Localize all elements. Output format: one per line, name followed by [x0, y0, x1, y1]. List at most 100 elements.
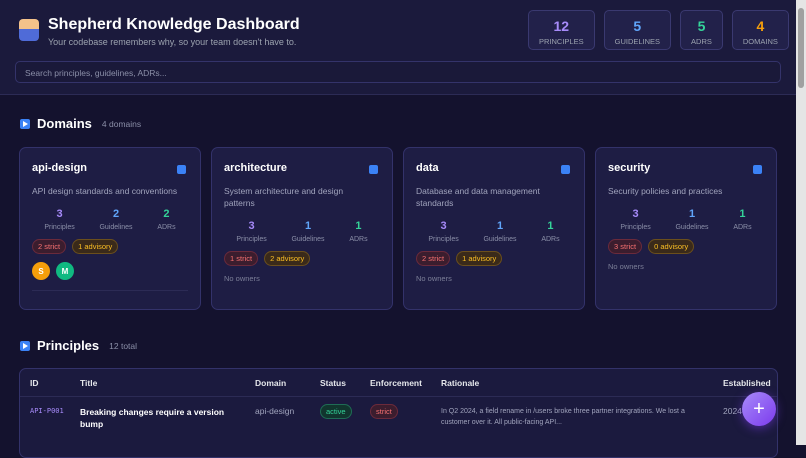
domain-stat-value: 1: [496, 220, 504, 232]
domain-description: API design standards and conventions: [32, 186, 178, 196]
stats: 12 PRINCIPLES 5 GUIDELINES 5 ADRS 4 DOMAINS: [528, 10, 789, 50]
column-header: Domain: [245, 369, 310, 397]
cell: API-P001: [30, 407, 64, 415]
stat-label: GUIDELINES: [614, 37, 661, 46]
badge: strict: [370, 404, 398, 419]
stat-label: DOMAINS: [742, 37, 778, 46]
badge: 3 strict: [608, 239, 643, 254]
search-input[interactable]: Search principles, guidelines, ADRs...: [15, 61, 781, 83]
domain-stat-label: ADRs: [157, 224, 176, 231]
domain-stat-label: ADRs: [349, 236, 368, 243]
domain-stat-label: Guidelines: [675, 224, 709, 231]
stat-label: PRINCIPLES: [539, 37, 584, 46]
domain-icon: [561, 165, 570, 174]
no-owners: No owners: [416, 274, 452, 283]
domain-icon: [177, 165, 186, 174]
domain-stat-value: 2: [112, 208, 120, 220]
domain-stats: 3 Principles 2 Guidelines 2 ADRs: [32, 208, 188, 231]
domain-stat: 3 Principles: [620, 208, 650, 231]
cell: In Q2 2024, a field rename in /users bro…: [441, 408, 685, 426]
domain-stat-value: 3: [632, 208, 639, 220]
domain-stats: 3 Principles 1 Guidelines 1 ADRs: [416, 220, 572, 243]
section-count: 12 total: [109, 340, 138, 351]
owner-avatar: S: [32, 262, 50, 280]
scrollbar[interactable]: [796, 0, 806, 445]
stat: 4 DOMAINS: [731, 10, 789, 50]
domain-card[interactable]: security Security policies and practices 3…: [595, 147, 777, 310]
domain-description: Database and data management standards: [416, 186, 540, 208]
no-owners: No owners: [608, 262, 644, 271]
stat: 5 GUIDELINES: [603, 10, 672, 50]
badges: 2 strict 1 advisory: [416, 251, 572, 266]
table-row[interactable]: API-P001 Breaking changes require a versi…: [20, 397, 777, 431]
domain-stat-value: 1: [547, 220, 554, 232]
badges: 1 strict 2 advisory: [224, 251, 380, 266]
column-header: ID: [20, 369, 70, 397]
domain-stat: 3 Principles: [44, 208, 74, 231]
domain-stat-label: ADRs: [541, 236, 560, 243]
domain-stat: 3 Principles: [236, 220, 266, 243]
domain-stat-label: Principles: [620, 224, 651, 231]
domain-description: Security policies and practices: [608, 186, 723, 196]
principles-table: ID Title Domain Status Enforcement Rationale E…: [19, 368, 778, 458]
stat-value: 4: [756, 18, 765, 34]
domain-stat-label: Principles: [236, 236, 267, 243]
domain-stat-label: Principles: [44, 224, 75, 231]
domain-card[interactable]: data Database and data management standar…: [403, 147, 585, 310]
section-icon: [20, 340, 30, 351]
stat-value: 12: [553, 18, 570, 34]
domain-stat-label: Guidelines: [291, 236, 325, 243]
badge: 1 advisory: [456, 251, 503, 266]
badge: 2 advisory: [264, 251, 311, 266]
domain-name: architecture: [224, 162, 287, 174]
domain-card[interactable]: api-design API design standards and conve…: [19, 147, 201, 310]
domain-name: api-design: [32, 162, 88, 174]
section-icon: [20, 118, 30, 129]
domain-stat-label: Guidelines: [483, 236, 517, 243]
domain-stat-label: ADRs: [733, 224, 752, 231]
scroll-thumb[interactable]: [798, 8, 804, 88]
domain-stat-value: 1: [304, 220, 312, 232]
domain-description: System architecture and design patterns: [224, 186, 344, 208]
section-count: 4 domains: [101, 118, 142, 129]
badge: 2 strict: [416, 251, 451, 266]
cell: api-design: [255, 406, 295, 416]
badge: 2 strict: [32, 239, 67, 254]
no-owners: No owners: [224, 274, 260, 283]
stat-label: ADRS: [691, 37, 712, 46]
badge: active: [320, 404, 352, 419]
stat: 5 ADRS: [680, 10, 723, 50]
domain-stat-label: Guidelines: [99, 224, 133, 231]
logo: [19, 19, 39, 41]
add-button[interactable]: +: [742, 392, 776, 426]
cell: 2024-0: [723, 406, 750, 416]
column-header: Established: [713, 369, 777, 397]
domain-name: data: [416, 162, 439, 174]
domain-stat-value: 3: [56, 208, 63, 220]
domain-icon: [369, 165, 378, 174]
stat-value: 5: [697, 18, 706, 34]
domain-stats: 3 Principles 1 Guidelines 1 ADRs: [608, 208, 764, 231]
section-title: Domains: [37, 116, 92, 131]
section-title: Principles: [37, 338, 100, 353]
domain-cards: api-design API design standards and conve…: [19, 147, 777, 310]
domain-stat: 2 Guidelines: [99, 208, 132, 231]
domain-stat-value: 1: [739, 208, 746, 220]
domain-stat-value: 1: [355, 220, 362, 232]
owner-avatar: M: [56, 262, 74, 280]
subtitle: Your codebase remembers why, so your tea…: [48, 37, 297, 47]
column-header: Rationale: [431, 369, 713, 397]
domain-stat-value: 3: [248, 220, 255, 232]
domain-stat: 2 ADRs: [157, 208, 175, 231]
principles-heading: Principles 12 total: [20, 338, 137, 353]
cell: Breaking changes require a version bump: [80, 407, 225, 429]
domain-stat: 1 Guidelines: [291, 220, 324, 243]
badge: 1 advisory: [72, 239, 119, 254]
column-header: Status: [310, 369, 360, 397]
cell: strict: [360, 397, 431, 431]
domain-stat: 1 ADRs: [349, 220, 367, 243]
cell: active: [310, 397, 360, 431]
domain-card[interactable]: architecture System architecture and desi…: [211, 147, 393, 310]
stat: 12 PRINCIPLES: [528, 10, 595, 50]
